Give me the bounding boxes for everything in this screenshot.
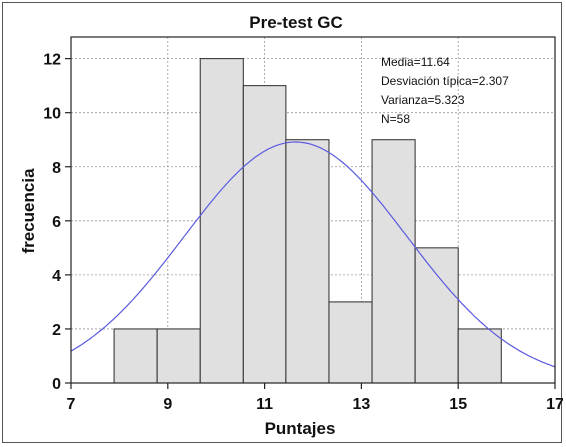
x-tick-label: 15 bbox=[449, 396, 467, 413]
x-axis-label: Puntajes bbox=[265, 419, 336, 438]
histogram-bar bbox=[371, 139, 416, 384]
plot-area-border bbox=[70, 36, 556, 384]
x-tick-label: 17 bbox=[546, 396, 563, 413]
y-tick-label: 6 bbox=[52, 214, 61, 231]
stat-n: N=58 bbox=[381, 112, 410, 126]
y-tick-label: 4 bbox=[52, 268, 61, 285]
y-tick-label: 0 bbox=[52, 376, 61, 393]
normal-curve bbox=[70, 141, 556, 368]
histogram-bar bbox=[457, 328, 502, 384]
histogram-bar bbox=[285, 139, 330, 384]
x-tick-label: 11 bbox=[256, 396, 273, 413]
x-tick-label: 13 bbox=[353, 396, 371, 413]
histogram-bar bbox=[156, 328, 201, 384]
y-tick-label: 10 bbox=[43, 106, 61, 123]
y-tick-label: 12 bbox=[43, 52, 61, 69]
x-tick-label: 9 bbox=[163, 396, 172, 413]
histogram-bar bbox=[113, 328, 158, 384]
chart-title: Pre-test GC bbox=[249, 13, 343, 32]
y-axis-label: frecuencia bbox=[19, 168, 38, 254]
histogram-bar bbox=[328, 301, 373, 384]
stat-mean: Media=11.64 bbox=[381, 55, 450, 69]
histogram-chart: Pre-test GC Puntajes frecuencia 7 9 11 13 15… bbox=[19, 13, 563, 438]
histogram-bar bbox=[414, 247, 459, 384]
stat-variance: Varianza=5.323 bbox=[381, 93, 465, 107]
y-tick-label: 8 bbox=[52, 160, 61, 177]
y-tick-label: 2 bbox=[52, 322, 61, 339]
histogram-bar bbox=[199, 58, 244, 384]
stat-std-dev: Desviación típica=2.307 bbox=[381, 74, 509, 88]
x-tick-label: 7 bbox=[67, 396, 76, 413]
chart-frame: Pre-test GC Puntajes frecuencia 7 9 11 13 15… bbox=[2, 2, 563, 443]
histogram-bar bbox=[242, 85, 287, 384]
